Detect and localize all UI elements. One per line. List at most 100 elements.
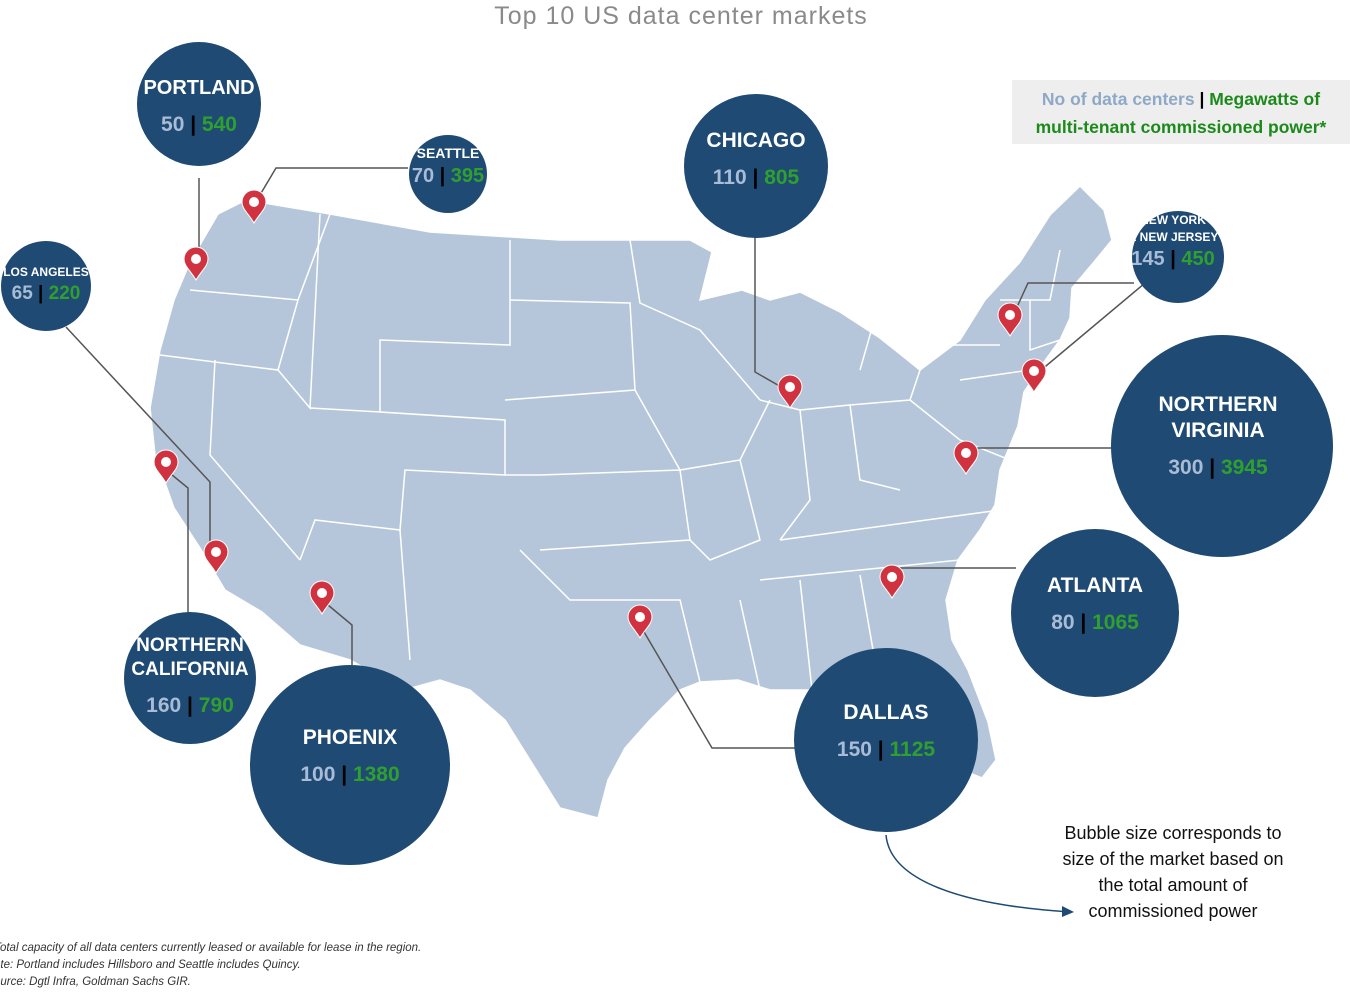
footnote-capacity: Total capacity of all data centers curre… <box>0 942 422 954</box>
market-values: 150 | 1125 <box>801 738 971 762</box>
bubble-chicago <box>684 94 828 238</box>
market-values: 100 | 1380 <box>260 763 440 787</box>
megawatts-value: 450 <box>1181 248 1215 270</box>
map-title: Top 10 US data center markets <box>494 2 868 30</box>
bubble-los-angeles <box>1 241 91 331</box>
bubble-label: NORTHERN VIRGINIA 300 | 3945 <box>1118 392 1318 480</box>
bubble-label: DALLAS 150 | 1125 <box>801 700 971 762</box>
megawatts-value: 790 <box>198 694 234 717</box>
market-values: 80 | 1065 <box>1015 611 1175 635</box>
value-separator: | <box>32 283 49 304</box>
market-bubbles <box>1 42 1333 865</box>
market-values: 160 | 790 <box>127 694 253 718</box>
megawatts-value: 3945 <box>1220 456 1268 479</box>
data-center-count: 100 <box>300 763 336 786</box>
data-center-count: 150 <box>836 738 872 761</box>
location-pin <box>241 189 267 224</box>
bubble-label: LOS ANGELES 65 | 220 <box>1 264 91 305</box>
connector-new-jersey <box>1033 282 1146 377</box>
location-pin <box>309 580 335 615</box>
market-values: 300 | 3945 <box>1118 456 1318 480</box>
megawatts-value: 1065 <box>1092 611 1139 634</box>
megawatts-value: 1380 <box>352 763 400 786</box>
bubble-label: SEATTLE 70 | 395 <box>408 144 488 188</box>
location-pin <box>627 604 653 639</box>
location-pin <box>153 449 179 484</box>
value-separator: | <box>1164 248 1182 270</box>
market-name: NEW YORK & NEW JERSEY <box>1127 213 1219 244</box>
data-center-count: 65 <box>11 283 33 304</box>
market-name: PORTLAND <box>143 77 255 99</box>
data-center-count: 300 <box>1168 456 1204 479</box>
data-center-count: 80 <box>1051 611 1075 634</box>
data-center-count: 50 <box>161 113 185 136</box>
value-separator: | <box>184 113 202 136</box>
value-separator: | <box>871 738 890 761</box>
data-center-count: 145 <box>1131 248 1165 270</box>
megawatts-value: 220 <box>48 283 81 304</box>
market-name: SEATTLE <box>416 145 480 161</box>
data-center-count: 70 <box>411 165 435 187</box>
megawatts-value: 805 <box>764 166 800 189</box>
bubble-label: ATLANTA 80 | 1065 <box>1015 573 1175 635</box>
market-name: PHOENIX <box>302 726 398 749</box>
market-values: 110 | 805 <box>686 166 826 190</box>
market-values: 145 | 450 <box>1125 248 1221 271</box>
bubble-label: CHICAGO 110 | 805 <box>686 128 826 190</box>
bubble-label: NEW YORK & NEW JERSEY 145 | 450 <box>1125 212 1221 271</box>
bubble-portland <box>137 42 261 166</box>
location-pin <box>183 246 209 281</box>
value-separator: | <box>746 166 765 189</box>
legend-separator: | <box>1194 89 1210 109</box>
market-values: 65 | 220 <box>1 283 91 305</box>
market-values: 70 | 395 <box>408 165 488 188</box>
note-arrowhead <box>1062 906 1074 917</box>
megawatts-value: 540 <box>201 113 237 136</box>
data-center-count: 160 <box>146 694 182 717</box>
connector-phoenix <box>321 599 353 665</box>
connector-seattle <box>253 167 408 206</box>
location-pin <box>1021 358 1047 393</box>
bubble-atlanta <box>1011 529 1179 697</box>
market-name: NORTHERN VIRGINIA <box>1158 393 1278 442</box>
location-pin <box>777 374 803 409</box>
bubble-label: PORTLAND 50 | 540 <box>139 76 259 137</box>
data-center-count: 110 <box>712 166 747 189</box>
connector-northern-california <box>165 469 189 618</box>
bubble-seattle <box>409 135 487 213</box>
bubble-northern-california <box>124 612 256 744</box>
megawatts-value: 1125 <box>889 738 936 761</box>
location-pin <box>997 302 1023 337</box>
bubble-northern-virginia <box>1111 335 1333 557</box>
note-arrow <box>885 834 1071 913</box>
connector-los-angeles <box>65 326 211 555</box>
value-separator: | <box>335 763 353 786</box>
location-pins <box>153 189 1047 639</box>
value-separator: | <box>181 694 199 717</box>
legend-count-label: No of data centers <box>1041 89 1195 109</box>
bubble-dallas <box>794 648 978 832</box>
legend-power-label-line1: Megawatts of <box>1209 89 1321 109</box>
bubble-new-york <box>1132 211 1224 303</box>
location-pin <box>203 539 229 574</box>
market-name: LOS ANGELES <box>3 265 89 279</box>
megawatts-value: 395 <box>450 165 485 187</box>
footnote-note: ote: Portland includes Hillsboro and Sea… <box>0 959 301 971</box>
location-pin <box>879 564 905 599</box>
legend-power-label-line2: multi-tenant commissioned power* <box>1035 117 1327 137</box>
market-name: DALLAS <box>843 701 929 724</box>
connector-dallas <box>639 624 796 749</box>
value-separator: | <box>1203 456 1221 479</box>
state-borders <box>159 213 1061 691</box>
market-values: 50 | 540 <box>139 113 259 137</box>
value-separator: | <box>1074 611 1093 634</box>
bubble-label: NORTHERN CALIFORNIA 160 | 790 <box>127 634 253 718</box>
legend-box: No of data centers | Megawatts of multi-… <box>1012 80 1350 144</box>
bubble-label: PHOENIX 100 | 1380 <box>260 725 440 787</box>
market-name: CHICAGO <box>706 129 806 152</box>
value-separator: | <box>434 165 451 187</box>
market-name: ATLANTA <box>1046 574 1144 597</box>
footnote-source: ource: Dgtl Infra, Goldman Sachs GIR. <box>0 976 191 988</box>
bubble-size-note: Bubble size corresponds to size of the m… <box>1062 823 1284 921</box>
